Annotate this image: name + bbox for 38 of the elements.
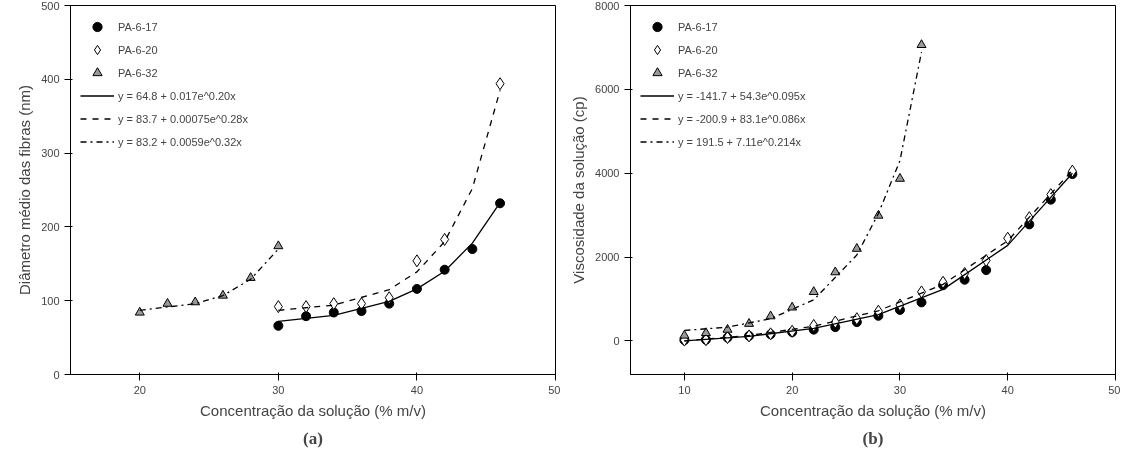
text: (a) (303, 428, 323, 448)
legend-label: PA-6-17 (118, 19, 158, 35)
y-tick-label: 500 (41, 0, 60, 12)
x-tick-label: 40 (410, 383, 424, 396)
legend-label: y = 191.5 + 7.11e^0.214x (678, 134, 801, 150)
y-tick-label: 300 (41, 147, 60, 160)
x-tick-label: 20 (133, 383, 146, 396)
legend-label: PA-6-20 (118, 42, 158, 58)
y-tick-label: 0 (613, 334, 620, 347)
legend-label: y = 83.7 + 0.00075e^0.28x (118, 111, 248, 127)
x-tick-label: 40 (1001, 383, 1014, 396)
y-tick-label: 200 (41, 220, 60, 233)
y-tick-label: 400 (41, 73, 60, 86)
legend-label: y = 83.2 + 0.0059e^0.32x (118, 134, 242, 150)
x-tick-label: 50 (1108, 383, 1121, 396)
y-axis-title: Viscosidade da solução (cp) (570, 96, 588, 284)
legend-label: y = -200.9 + 83.1e^0.086x (678, 111, 806, 127)
x-axis-title: Concentração da solução (% m/v) (200, 401, 426, 419)
y-tick-label: 2000 (595, 251, 620, 264)
legend-label: y = 64.8 + 0.017e^0.20x (118, 88, 236, 104)
y-tick-label: 6000 (595, 83, 620, 96)
y-tick-label: 0 (53, 368, 60, 381)
x-tick-label: 30 (272, 383, 285, 396)
y-tick-label: 8000 (595, 0, 620, 12)
text: (b) (862, 428, 884, 448)
x-axis-title: Concentração da solução (% m/v) (760, 401, 986, 419)
y-axis-title: Diâmetro médio das fibras (nm) (16, 84, 34, 296)
y-tick-label: 100 (41, 294, 60, 307)
legend-label: y = -141.7 + 54.3e^0.095x (678, 88, 806, 104)
legend-label: PA-6-20 (678, 42, 718, 58)
x-tick-label: 50 (548, 383, 561, 396)
legend-label: PA-6-17 (678, 19, 718, 35)
legend-label: PA-6-32 (678, 65, 718, 81)
x-tick-label: 20 (786, 383, 799, 396)
legend-label: PA-6-32 (118, 65, 158, 81)
y-tick-label: 4000 (595, 167, 620, 180)
x-tick-label: 30 (893, 383, 907, 396)
x-tick-label: 10 (678, 383, 691, 396)
